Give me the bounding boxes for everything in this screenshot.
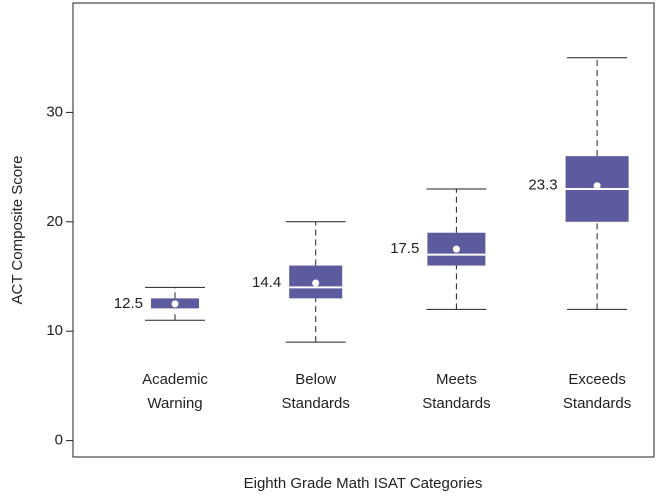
x-tick-label: Meets xyxy=(436,371,477,388)
x-tick-label: Standards xyxy=(563,395,631,412)
mean-dot xyxy=(312,279,320,287)
plot-frame xyxy=(72,2,655,458)
mean-dot xyxy=(171,300,179,308)
x-tick-label: Academic xyxy=(142,371,208,388)
x-tick-label: Standards xyxy=(282,395,350,412)
mean-label: 17.5 xyxy=(390,240,419,257)
x-tick-label: Warning xyxy=(147,395,202,412)
mean-dot xyxy=(593,182,601,190)
mean-label: 14.4 xyxy=(252,274,281,291)
mean-dot xyxy=(452,245,460,253)
x-tick-label: Below xyxy=(295,371,336,388)
y-axis-label: ACT Composite Score xyxy=(9,156,26,305)
y-tick-label: 20 xyxy=(46,213,63,230)
x-tick-label: Standards xyxy=(422,395,490,412)
x-axis-label: Eighth Grade Math ISAT Categories xyxy=(244,475,483,492)
mean-label: 23.3 xyxy=(528,177,557,194)
y-tick-label: 30 xyxy=(46,103,63,120)
mean-label: 12.5 xyxy=(114,295,143,312)
y-tick-label: 10 xyxy=(46,322,63,339)
y-tick-label: 0 xyxy=(55,432,63,449)
x-tick-label: Exceeds xyxy=(568,371,626,388)
